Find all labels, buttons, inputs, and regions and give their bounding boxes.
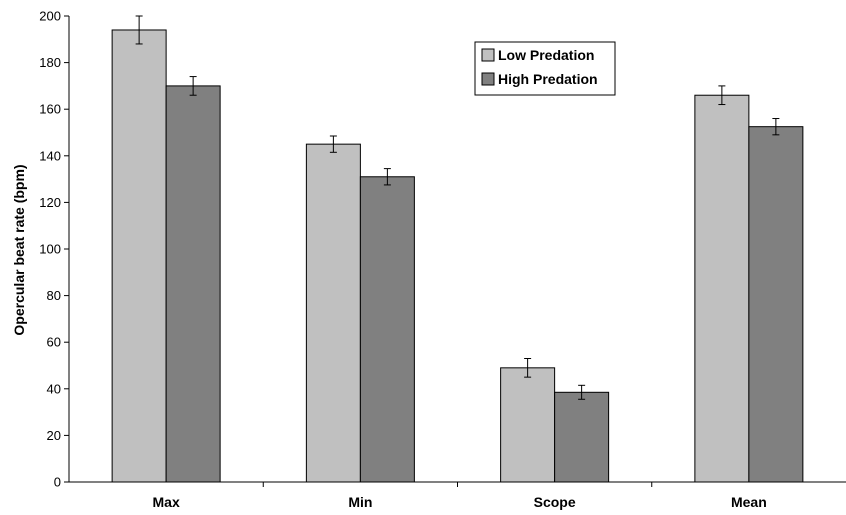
y-tick-label: 200	[39, 9, 61, 24]
bar-max-low-predation	[111, 29, 167, 483]
x-category-label: Scope	[534, 494, 576, 510]
x-category-label: Mean	[731, 494, 767, 510]
bar-mean-high-predation	[748, 126, 804, 483]
y-tick-label: 140	[39, 148, 61, 163]
y-tick-label: 120	[39, 195, 61, 210]
legend: Low Predation High Predation	[474, 41, 616, 96]
y-tick-label: 40	[47, 381, 61, 396]
legend-swatch	[481, 48, 495, 62]
bar-scope-low-predation	[500, 367, 556, 483]
y-tick-label: 20	[47, 428, 61, 443]
legend-swatch	[481, 72, 495, 86]
legend-label: Low Predation	[498, 47, 594, 63]
bar-min-high-predation	[359, 176, 415, 483]
y-tick-label: 60	[47, 335, 61, 350]
axes	[68, 16, 846, 483]
bar-min-low-predation	[305, 143, 361, 483]
y-tick-label: 180	[39, 55, 61, 70]
x-category-label: Min	[348, 494, 372, 510]
error-bars	[135, 15, 780, 400]
y-axis-title: Opercular beat rate (bpm)	[11, 164, 27, 335]
legend-box	[474, 41, 616, 96]
x-category-label: Max	[153, 494, 180, 510]
bar-mean-low-predation	[694, 94, 750, 483]
legend-label: High Predation	[498, 71, 598, 87]
bar-max-high-predation	[165, 85, 221, 483]
x-axis-categories: Max Min Scope Mean	[153, 482, 767, 510]
y-tick-label: 100	[39, 242, 61, 257]
bars	[111, 29, 804, 483]
y-tick-label: 160	[39, 102, 61, 117]
y-tick-label: 0	[54, 475, 61, 490]
y-axis: 0 20 40 60 80 100 120 140 160 180 200	[39, 9, 69, 490]
bar-scope-high-predation	[554, 391, 610, 483]
y-tick-label: 80	[47, 288, 61, 303]
